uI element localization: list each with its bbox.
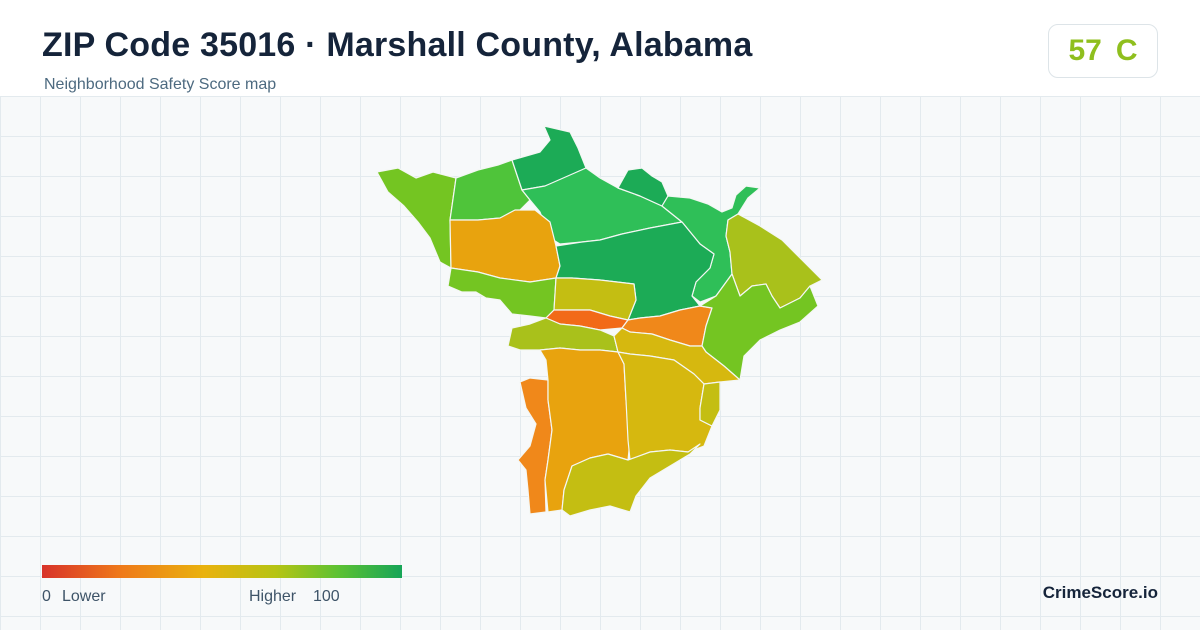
safety-grade: C (1115, 34, 1138, 67)
safety-score-value: 57 (1068, 34, 1102, 67)
region-south-olive (561, 443, 701, 517)
legend-low-label: Lower (62, 588, 106, 605)
region-west-lime (447, 267, 557, 319)
legend-low-value: 0 (42, 588, 51, 605)
safety-score-badge: 57 C (1048, 24, 1158, 78)
region-northwest (376, 167, 457, 269)
legend-color-scale (42, 565, 402, 578)
legend-high-label: Higher (249, 588, 297, 605)
region-south-center-yellow (617, 351, 713, 461)
brand-logo-text: CrimeScore.io (1042, 583, 1158, 602)
region-north-east-small (617, 167, 669, 207)
region-south-east-small (699, 381, 721, 427)
page-subtitle: Neighborhood Safety Score map (44, 76, 277, 93)
legend-high-value: 100 (313, 588, 340, 605)
page-title: ZIP Code 35016 · Marshall County, Alabam… (42, 26, 753, 64)
header-band (0, 0, 1200, 97)
